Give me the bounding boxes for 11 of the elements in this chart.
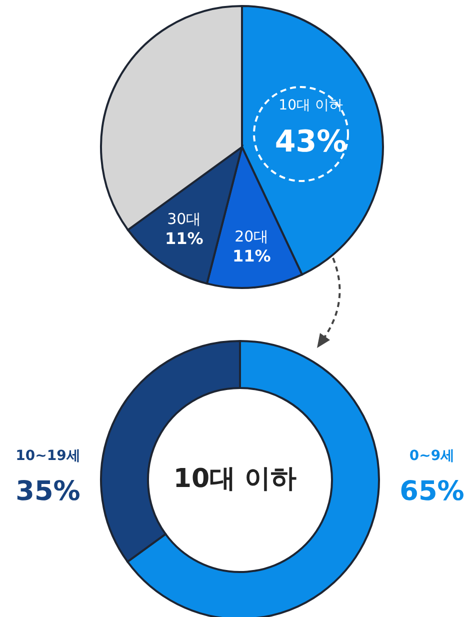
data-label: 11% — [232, 246, 271, 266]
data-label: 35% — [16, 476, 80, 507]
slice-label: 10대 이하 — [278, 98, 343, 114]
slice-label: 0~9세 — [409, 448, 455, 464]
slice-label: 20대 — [234, 227, 269, 246]
data-label: 11% — [164, 229, 204, 248]
data-label: 43% — [274, 124, 347, 160]
slice-label: 30대 — [167, 210, 202, 228]
data-label: 65% — [400, 476, 464, 507]
text: 10대 이하 — [173, 464, 297, 494]
slice-label: 10~19세 — [16, 448, 80, 464]
